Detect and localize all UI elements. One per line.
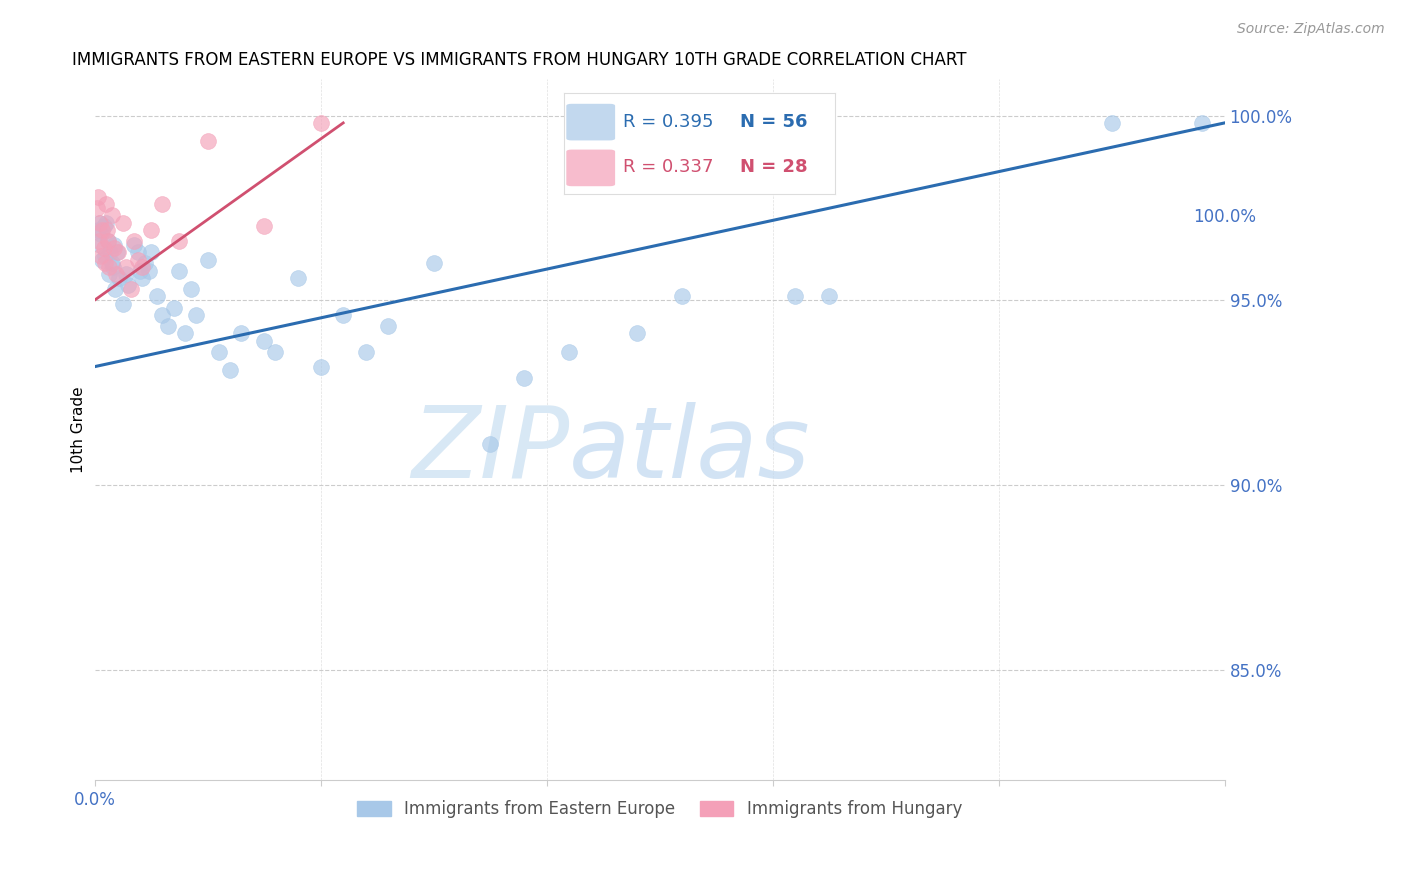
Text: Source: ZipAtlas.com: Source: ZipAtlas.com xyxy=(1237,22,1385,37)
Point xyxy=(87,223,110,237)
Point xyxy=(91,252,114,267)
Point xyxy=(139,223,162,237)
Point xyxy=(253,219,276,234)
Point xyxy=(169,263,191,277)
Point xyxy=(818,289,841,303)
Point xyxy=(197,252,219,267)
Point xyxy=(98,268,121,282)
Point xyxy=(90,249,112,263)
Point xyxy=(287,271,309,285)
Point xyxy=(105,245,128,260)
Point xyxy=(208,344,231,359)
Point xyxy=(1191,116,1213,130)
Point xyxy=(104,282,127,296)
Point xyxy=(169,234,191,248)
Point xyxy=(197,134,219,148)
Point xyxy=(94,216,117,230)
Point xyxy=(107,245,129,260)
Point xyxy=(98,260,121,274)
Point xyxy=(87,216,110,230)
Point xyxy=(131,271,153,285)
Point xyxy=(139,245,162,260)
Point xyxy=(558,344,581,359)
Point xyxy=(513,370,536,384)
Point xyxy=(96,223,118,237)
Point xyxy=(97,234,120,248)
Point xyxy=(117,278,139,293)
Point xyxy=(97,234,120,248)
Point xyxy=(785,289,807,303)
Point xyxy=(87,190,110,204)
Text: IMMIGRANTS FROM EASTERN EUROPE VS IMMIGRANTS FROM HUNGARY 10TH GRADE CORRELATION: IMMIGRANTS FROM EASTERN EUROPE VS IMMIGR… xyxy=(72,51,966,69)
Point xyxy=(180,282,202,296)
Text: ZIP: ZIP xyxy=(411,402,569,499)
Point xyxy=(163,301,186,315)
Point xyxy=(264,344,287,359)
Point xyxy=(309,116,332,130)
Point xyxy=(128,263,150,277)
Point xyxy=(174,326,197,341)
Point xyxy=(100,256,122,270)
Point xyxy=(150,308,173,322)
Point xyxy=(150,197,173,211)
Point xyxy=(138,263,160,277)
Point xyxy=(100,245,122,260)
Point xyxy=(122,237,145,252)
Point xyxy=(377,318,399,333)
Point xyxy=(91,223,114,237)
Point xyxy=(93,242,115,256)
Point xyxy=(94,197,117,211)
Point xyxy=(422,256,444,270)
Point xyxy=(1101,116,1123,130)
Point xyxy=(90,227,112,241)
Point xyxy=(115,268,138,282)
Point xyxy=(103,242,125,256)
Point xyxy=(253,334,276,348)
Point xyxy=(89,237,111,252)
Point xyxy=(100,208,122,222)
Point xyxy=(111,297,134,311)
Legend: Immigrants from Eastern Europe, Immigrants from Hungary: Immigrants from Eastern Europe, Immigran… xyxy=(350,793,969,824)
Point xyxy=(145,289,167,303)
Point xyxy=(157,318,180,333)
Point xyxy=(186,308,208,322)
Point xyxy=(626,326,648,341)
Point xyxy=(101,260,124,274)
Point xyxy=(103,237,125,252)
Point xyxy=(127,245,149,260)
Text: 100.0%: 100.0% xyxy=(1194,209,1256,227)
Point xyxy=(120,282,142,296)
Point xyxy=(134,256,156,270)
Point xyxy=(219,363,242,377)
Point xyxy=(115,260,138,274)
Point xyxy=(309,359,332,374)
Point xyxy=(108,271,131,285)
Point xyxy=(671,289,693,303)
Y-axis label: 10th Grade: 10th Grade xyxy=(72,386,86,473)
Point xyxy=(354,344,377,359)
Point xyxy=(93,219,115,234)
Point xyxy=(332,308,354,322)
Point xyxy=(93,256,115,270)
Text: atlas: atlas xyxy=(569,402,811,499)
Point xyxy=(93,249,115,263)
Point xyxy=(89,216,111,230)
Point xyxy=(86,201,108,215)
Point xyxy=(131,260,153,274)
Point xyxy=(231,326,253,341)
Point xyxy=(87,234,110,248)
Point xyxy=(111,216,134,230)
Point xyxy=(127,252,149,267)
Point xyxy=(122,234,145,248)
Point xyxy=(105,268,128,282)
Point xyxy=(479,437,502,451)
